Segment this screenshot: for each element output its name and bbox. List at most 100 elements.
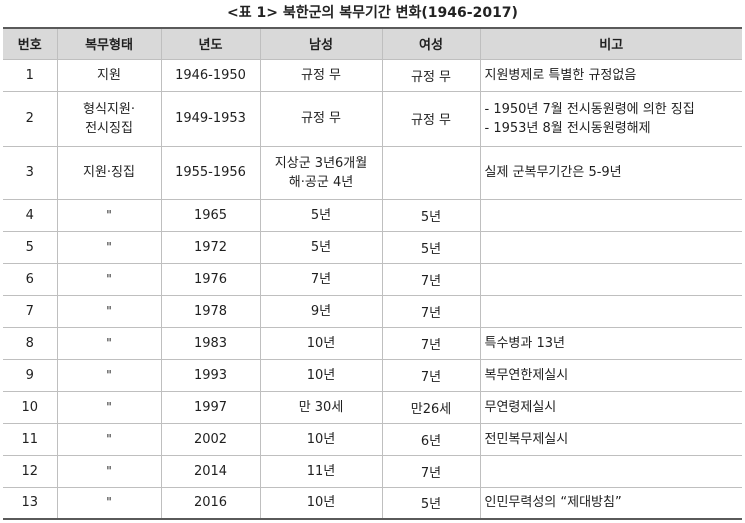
cell-year: 1949-1953: [160, 90, 261, 147]
cell-remarks-line: 실제 군복무기간은 5-9년: [484, 165, 622, 180]
cell-year: 1997: [160, 390, 261, 424]
cell-female: 7년: [381, 262, 481, 296]
cell-year: 1946-1950: [160, 58, 261, 92]
cell-remarks: [479, 198, 742, 232]
cell-female: 규정 무: [381, 58, 481, 92]
cell-male: 만 30세: [259, 390, 383, 424]
table-row: 7 " 1978 9년 7년: [3, 294, 742, 328]
cell-remarks-line: 전민복무제실시: [484, 431, 569, 447]
cell-male-line: 10년: [306, 495, 336, 511]
cell-number: 13: [3, 486, 58, 520]
cell-male-line: 10년: [306, 335, 336, 351]
table-row: 11 " 2002 10년 6년 전민복무제실시: [3, 422, 742, 456]
cell-remarks-line: - 1950년 7월 전시동원령에 의한 징집: [484, 101, 695, 117]
cell-male: 10년: [259, 358, 383, 392]
cell-male-line: 11년: [306, 463, 336, 479]
cell-service-type-line: ": [106, 399, 112, 414]
cell-male-line: 9년: [310, 303, 332, 319]
cell-male-line: 만 30세: [298, 399, 344, 415]
table-row: 5 " 1972 5년 5년: [3, 230, 742, 264]
cell-year: 2002: [160, 422, 261, 456]
cell-service-type-line: ": [106, 367, 112, 382]
cell-male-line: 10년: [306, 431, 336, 447]
table-row: 12 " 2014 11년 7년: [3, 454, 742, 488]
cell-male: 10년: [259, 422, 383, 456]
table-caption: <표 1> 북한군의 복무기간 변화(1946-2017): [227, 5, 518, 21]
cell-year: 1993: [160, 358, 261, 392]
cell-male-line: 해·공군 4년: [288, 174, 354, 190]
cell-number: 10: [3, 390, 58, 424]
table-row: 10 " 1997 만 30세 만26세 무연령제실시: [3, 390, 742, 424]
cell-male: 7년: [259, 262, 383, 296]
header-year: 년도: [160, 27, 261, 60]
cell-female: 7년: [381, 358, 481, 392]
cell-number: 3: [3, 145, 58, 200]
cell-service-type-line: ": [106, 463, 112, 478]
cell-number: 9: [3, 358, 58, 392]
cell-remarks-line: 지원병제로 특별한 규정없음: [484, 67, 637, 83]
cell-male: 10년: [259, 486, 383, 520]
cell-male: 규정 무: [259, 58, 383, 92]
cell-service-type-line: 지원·징집: [83, 165, 135, 180]
cell-male: 5년: [259, 198, 383, 232]
cell-service-type-line: ": [106, 495, 112, 510]
cell-remarks-line: 무연령제실시: [484, 399, 557, 415]
table-row: 4 " 1965 5년 5년: [3, 198, 742, 232]
cell-service-type-line: 형식지원·: [83, 101, 135, 117]
cell-number: 6: [3, 262, 58, 296]
cell-male-line: 7년: [310, 271, 332, 287]
cell-service-type: ": [56, 358, 162, 392]
cell-remarks: [479, 230, 742, 264]
cell-remarks: 지원병제로 특별한 규정없음: [479, 58, 742, 92]
cell-female: 7년: [381, 294, 481, 328]
cell-number: 12: [3, 454, 58, 488]
cell-service-type-line: 지원: [97, 67, 121, 83]
cell-female: 5년: [381, 486, 481, 520]
cell-male: 10년: [259, 326, 383, 360]
cell-year: 1965: [160, 198, 261, 232]
cell-service-type-line: ": [106, 335, 112, 350]
cell-male: 11년: [259, 454, 383, 488]
cell-male-line: 5년: [310, 207, 332, 223]
cell-year: 2014: [160, 454, 261, 488]
cell-service-type: ": [56, 422, 162, 456]
cell-service-type: ": [56, 262, 162, 296]
cell-service-type-line: ": [106, 431, 112, 446]
cell-number: 2: [3, 90, 58, 147]
cell-year: 1983: [160, 326, 261, 360]
cell-service-type-line: ": [106, 207, 112, 222]
cell-remarks: [479, 294, 742, 328]
header-male: 남성: [259, 27, 383, 60]
cell-male: 지상군 3년6개월 해·공군 4년: [259, 145, 383, 200]
cell-male-line: 규정 무: [300, 67, 341, 83]
cell-remarks: 전민복무제실시: [479, 422, 742, 456]
cell-service-type: ": [56, 454, 162, 488]
cell-remarks-line: - 1953년 8월 전시동원령해제: [484, 120, 651, 136]
table-row: 9 " 1993 10년 7년 복무연한제실시: [3, 358, 742, 392]
cell-remarks-line: 복무연한제실시: [484, 367, 569, 383]
service-period-table: 번호 복무형태 년도 남성 여성 비고 1 지원 1946-1950 규정 무 규정 무…: [3, 27, 742, 520]
cell-male-line: 10년: [306, 367, 336, 383]
cell-service-type-line: ": [106, 303, 112, 318]
cell-service-type: 형식지원· 전시징집: [56, 90, 162, 147]
cell-male: 5년: [259, 230, 383, 264]
cell-remarks: 무연령제실시: [479, 390, 742, 424]
header-remarks: 비고: [479, 27, 742, 60]
cell-number: 4: [3, 198, 58, 232]
table-row: 8 " 1983 10년 7년 특수병과 13년: [3, 326, 742, 360]
cell-number: 11: [3, 422, 58, 456]
cell-female: 5년: [381, 198, 481, 232]
cell-year: 1955-1956: [160, 145, 261, 200]
cell-number: 5: [3, 230, 58, 264]
cell-service-type-line: ": [106, 271, 112, 286]
cell-service-type: ": [56, 294, 162, 328]
cell-service-type: 지원·징집: [56, 145, 162, 200]
cell-remarks: [479, 262, 742, 296]
cell-female: 만26세: [381, 390, 481, 424]
cell-remarks: 실제 군복무기간은 5-9년: [479, 145, 742, 200]
cell-female: [381, 145, 481, 200]
cell-number: 1: [3, 58, 58, 92]
table-row: 3 지원·징집 1955-1956 지상군 3년6개월 해·공군 4년 실제 군복무기간은…: [3, 145, 742, 200]
cell-female: 규정 무: [381, 90, 481, 147]
cell-female: 7년: [381, 326, 481, 360]
